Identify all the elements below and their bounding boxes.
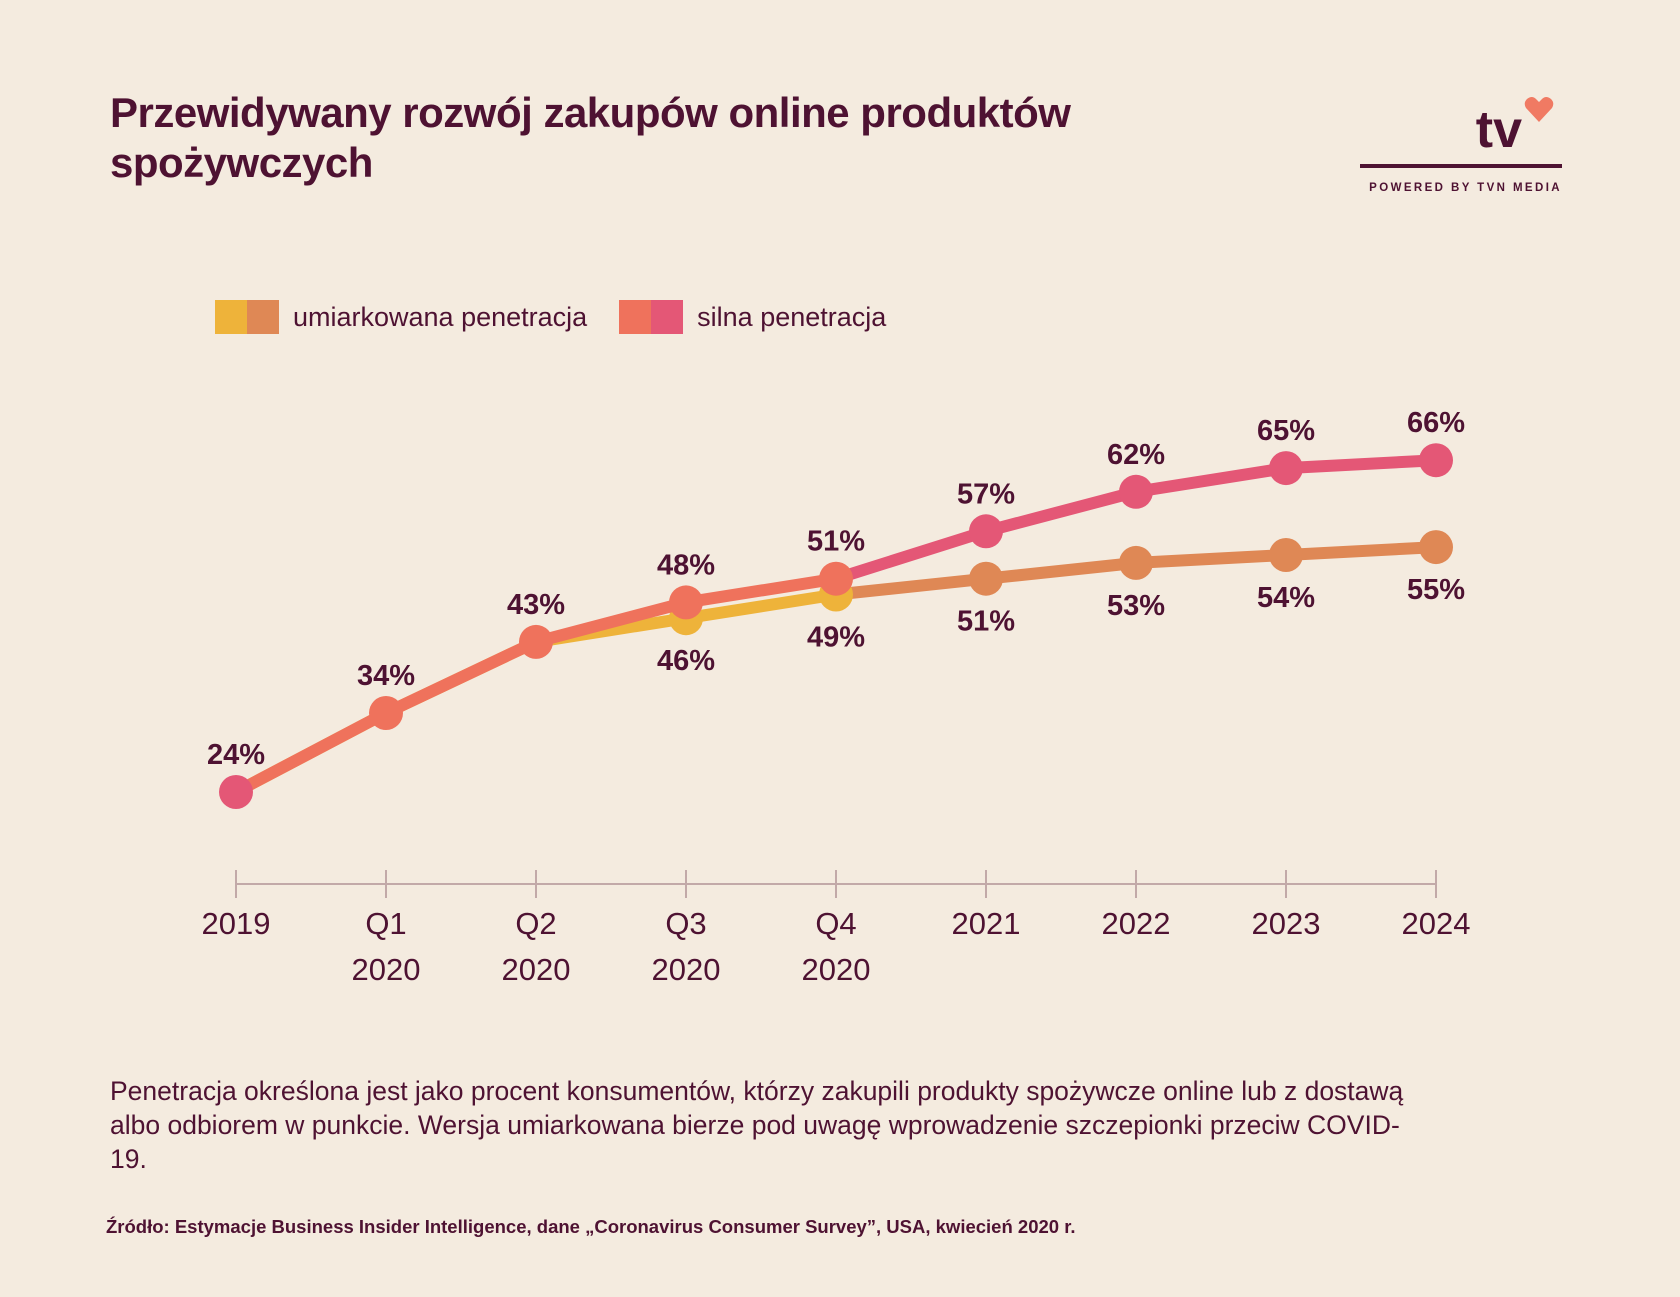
series-strong-line — [530, 596, 692, 648]
chart-title: Przewidywany rozwój zakupów online produ… — [110, 89, 1071, 186]
series-strong-line — [1130, 462, 1292, 498]
series-moderate-point — [1419, 530, 1453, 565]
logo-divider — [1360, 164, 1562, 168]
series-moderate-line — [980, 556, 1142, 585]
data-label-moderate: 51% — [957, 606, 1015, 638]
x-tick-label: Q1 — [365, 906, 406, 941]
series-moderate-point — [1119, 545, 1153, 580]
data-label-moderate: 53% — [1107, 590, 1165, 622]
x-tick-label: Q3 — [665, 906, 706, 941]
data-label-moderate: 46% — [657, 645, 715, 677]
legend-label-moderate: umiarkowana penetracja — [293, 301, 588, 332]
series-strong-point — [369, 696, 403, 730]
series-strong-line — [380, 635, 542, 719]
series-strong-point — [669, 585, 703, 620]
x-tick-label: 2022 — [1102, 906, 1171, 941]
x-tick-label: 2019 — [202, 906, 271, 941]
data-label-strong: 24% — [207, 739, 265, 771]
series-moderate-line — [830, 572, 992, 601]
legend-label-strong: silna penetracja — [697, 301, 887, 332]
data-label-strong: 62% — [1107, 439, 1165, 471]
series-strong-point — [1269, 451, 1303, 486]
data-label-strong: 57% — [957, 478, 1015, 510]
x-tick-label: Q4 — [815, 906, 856, 941]
series-moderate-line — [1280, 541, 1442, 561]
heart-icon — [1524, 97, 1554, 122]
data-label-strong: 66% — [1407, 407, 1465, 439]
x-tick-label: 2023 — [1252, 906, 1321, 941]
series-moderate-line — [1130, 549, 1292, 569]
logo-mark: tv — [1475, 101, 1522, 159]
swatch-part — [215, 300, 247, 334]
series-moderate-point — [1269, 538, 1303, 572]
series-strong-line — [830, 525, 992, 585]
series-strong-point — [819, 561, 853, 596]
series-strong-line — [230, 707, 392, 798]
legend-item-moderate: umiarkowana penetracja — [215, 300, 587, 334]
tvn-logo: tv POWERED BY TVN MEDIA — [1360, 92, 1562, 202]
data-label-moderate: 49% — [807, 622, 865, 654]
x-tick-label: 2024 — [1402, 906, 1471, 941]
swatch-part — [619, 300, 652, 334]
x-tick-label: 2020 — [352, 952, 421, 987]
x-tick-label: 2020 — [802, 952, 871, 987]
series-strong-point — [519, 624, 553, 659]
series-moderate-point — [969, 561, 1003, 596]
x-tick-label: Q2 — [515, 906, 556, 941]
data-label-moderate: 54% — [1257, 582, 1315, 614]
series-strong-point — [1119, 474, 1153, 509]
series-strong-point — [1419, 443, 1453, 478]
series-strong-point — [969, 514, 1003, 549]
data-label-strong: 48% — [657, 549, 715, 581]
legend-swatch-moderate — [215, 300, 279, 334]
data-label-strong: 65% — [1257, 415, 1315, 447]
legend-swatch-strong — [619, 300, 684, 334]
series-strong-line — [1280, 454, 1442, 475]
x-tick-label: 2020 — [502, 952, 571, 987]
legend: umiarkowana penetracja silna penetracja — [215, 300, 918, 334]
x-tick-label: 2020 — [652, 952, 721, 987]
swatch-part — [651, 300, 684, 334]
data-label-strong: 43% — [507, 589, 565, 621]
swatch-part — [247, 300, 279, 334]
footnote: Penetracja określona jest jako procent k… — [110, 1076, 1404, 1174]
series-moderate-line — [680, 588, 842, 625]
series-strong-point — [219, 775, 253, 809]
source-note: Źródło: Estymacje Business Insider Intel… — [106, 1216, 1076, 1237]
x-tick-label: 2021 — [952, 906, 1021, 941]
legend-item-strong: silna penetracja — [619, 300, 886, 334]
logo-tagline: POWERED BY TVN MEDIA — [1369, 182, 1562, 194]
series-strong-line — [980, 485, 1142, 538]
data-label-strong: 51% — [807, 526, 865, 558]
data-label-moderate: 55% — [1407, 574, 1465, 606]
data-label-strong: 34% — [357, 660, 415, 692]
series-strong-line — [680, 572, 842, 609]
